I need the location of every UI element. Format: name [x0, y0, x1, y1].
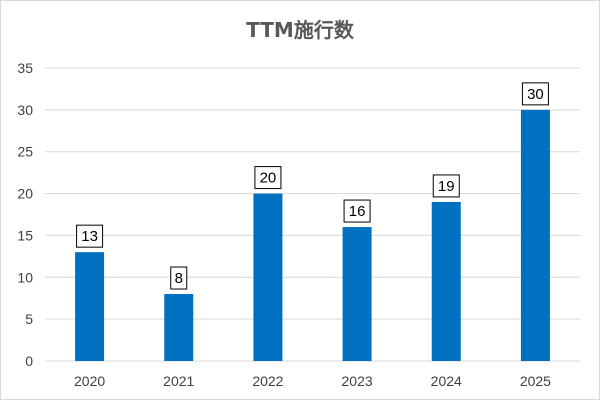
y-tick-label: 35 [17, 60, 33, 76]
data-label: 20 [260, 170, 277, 187]
y-tick-label: 20 [17, 186, 33, 202]
bar [253, 193, 283, 361]
bar [431, 201, 461, 361]
data-label-box [432, 174, 460, 198]
x-tick-label: 2023 [342, 373, 373, 389]
data-label: 16 [349, 203, 366, 220]
data-label: 8 [175, 270, 183, 287]
data-label: 19 [438, 178, 455, 195]
data-label-box [521, 82, 549, 106]
x-tick-label: 2024 [431, 373, 462, 389]
y-tick-label: 0 [25, 353, 33, 369]
data-label-box [343, 199, 371, 223]
y-tick-label: 15 [17, 227, 33, 243]
x-tick-label: 2020 [74, 373, 105, 389]
bar [75, 252, 105, 361]
bar [342, 227, 372, 361]
bar [164, 294, 194, 361]
x-tick-label: 2025 [520, 373, 551, 389]
y-tick-label: 5 [25, 311, 33, 327]
chart-title: TTM施行数 [246, 18, 354, 42]
data-label: 30 [527, 86, 544, 103]
data-label-box [170, 266, 188, 290]
x-tick-label: 2021 [163, 373, 194, 389]
data-label-box [76, 224, 104, 248]
data-label: 13 [81, 228, 98, 245]
y-tick-label: 25 [17, 144, 33, 160]
data-label-box [254, 166, 282, 190]
y-tick-label: 30 [17, 102, 33, 118]
bar [520, 109, 550, 361]
x-tick-label: 2022 [252, 373, 283, 389]
y-tick-label: 10 [17, 269, 33, 285]
